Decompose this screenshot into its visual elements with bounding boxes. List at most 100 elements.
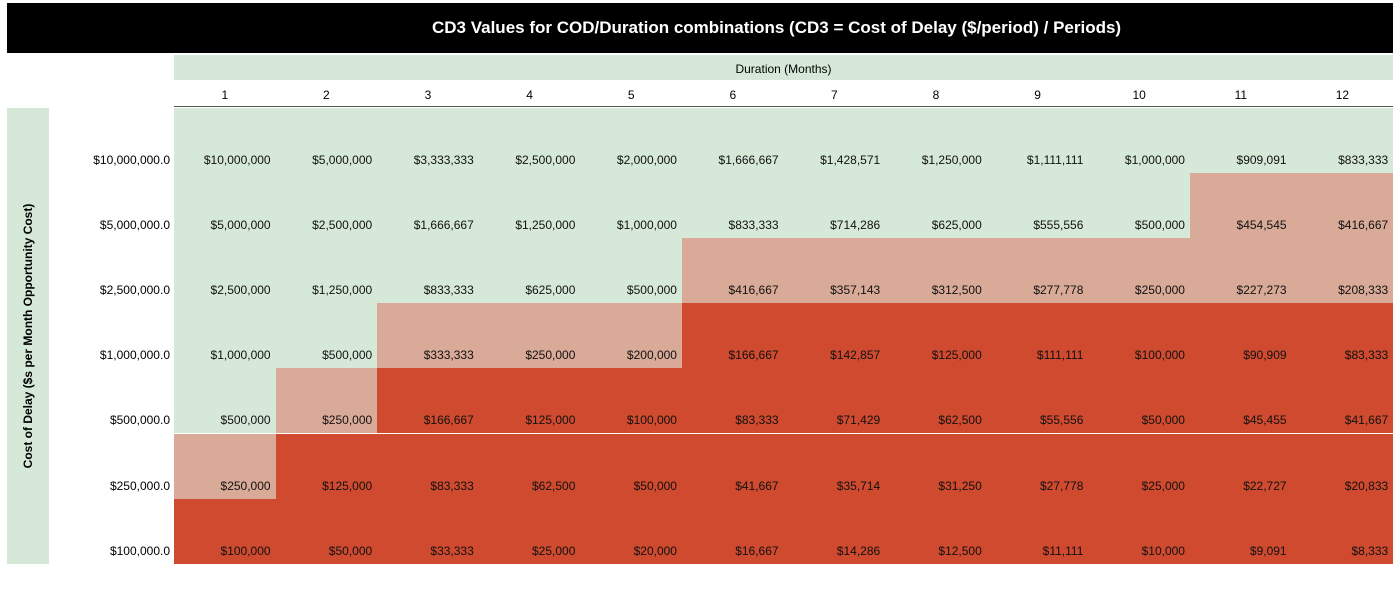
cd3-value-cell: $125,000	[478, 368, 581, 434]
cd3-value-cell: $5,000,000	[174, 173, 276, 239]
cd3-value-cell: $1,250,000	[885, 108, 987, 174]
cd3-value-cell: $20,000	[580, 498, 682, 564]
cd3-value-cell: $2,000,000	[580, 108, 682, 174]
cd3-value-cell: $1,250,000	[275, 238, 378, 304]
cost-of-delay-axis-title: Cost of Delay ($s per Month Opportunity …	[21, 203, 35, 469]
page-title: CD3 Values for COD/Duration combinations…	[432, 18, 1122, 37]
cd3-value-cell: $25,000	[478, 498, 581, 564]
cd3-value-cell: $16,667	[682, 498, 784, 564]
cd3-value-cell: $62,500	[885, 368, 987, 434]
cd3-value-cell: $714,286	[783, 173, 886, 239]
cd3-value-cell: $41,667	[1291, 368, 1394, 434]
cd3-value-cell: $10,000,000	[174, 108, 276, 174]
cd3-value-cell: $50,000	[580, 433, 682, 499]
cost-of-delay-row-label: $10,000,000.0	[93, 153, 170, 167]
cd3-value-cell: $416,667	[682, 238, 784, 304]
duration-header-cell: 7	[831, 88, 838, 102]
cd3-value-cell: $100,000	[580, 368, 682, 434]
cost-of-delay-axis-band: Cost of Delay ($s per Month Opportunity …	[7, 108, 49, 564]
cd3-value-cell: $33,333	[377, 498, 479, 564]
cd3-value-cell: $1,666,667	[377, 173, 479, 239]
cost-of-delay-row-label: $500,000.0	[109, 413, 170, 428]
cd3-value-cell: $1,666,667	[682, 108, 784, 174]
cd3-value-cell: $8,333	[1291, 498, 1394, 564]
duration-axis-title: Duration (Months)	[174, 55, 1393, 80]
cd3-value-cell: $125,000	[885, 303, 987, 369]
cd3-value-cell: $41,667	[682, 433, 784, 499]
cd3-value-cell: $90,909	[1190, 303, 1292, 369]
cd3-value-cell: $166,667	[377, 368, 479, 434]
cd3-value-cell: $500,000	[275, 303, 378, 369]
cd3-value-cell: $125,000	[275, 433, 378, 499]
cd3-value-cell: $357,143	[783, 238, 886, 304]
cd3-value-cell: $3,333,333	[377, 108, 479, 174]
cd3-value-cell: $625,000	[478, 238, 581, 304]
cd3-value-cell: $500,000	[174, 368, 276, 434]
cd3-value-cell: $12,500	[885, 498, 987, 564]
cd3-value-cell: $5,000,000	[275, 108, 378, 174]
cd3-value-cell: $250,000	[275, 368, 378, 434]
cost-of-delay-row-label: $5,000,000.0	[99, 218, 170, 233]
cost-of-delay-row-label: $250,000.0	[109, 478, 170, 493]
cd3-value-cell: $20,833	[1291, 433, 1394, 499]
cd3-value-cell: $2,500,000	[275, 173, 378, 239]
title-bar: CD3 Values for COD/Duration combinations…	[7, 3, 1393, 53]
cd3-value-cell: $200,000	[580, 303, 682, 369]
cd3-value-cell: $1,000,000	[580, 173, 682, 239]
cd3-value-cell: $833,333	[377, 238, 479, 304]
cd3-value-cell: $833,333	[1291, 108, 1394, 174]
cd3-value-cell: $9,091	[1190, 498, 1292, 564]
cd3-value-cell: $111,111	[986, 303, 1089, 369]
duration-header-cell: 3	[424, 88, 432, 102]
cd3-value-cell: $1,000,000	[1088, 108, 1190, 174]
cd3-value-cell: $27,778	[986, 433, 1089, 499]
cd3-value-cell: $250,000	[1088, 238, 1190, 304]
cd3-value-cell: $250,000	[174, 433, 276, 499]
cd3-value-cell: $100,000	[1088, 303, 1190, 369]
cd3-value-cell: $1,000,000	[174, 303, 276, 369]
cd3-value-cell: $500,000	[580, 238, 682, 304]
cd3-value-cell: $250,000	[478, 303, 581, 369]
cd3-value-cell: $208,333	[1291, 238, 1394, 304]
duration-header-cell: 9	[1034, 88, 1041, 102]
cd3-value-cell: $50,000	[275, 498, 378, 564]
cd3-value-cell: $71,429	[783, 368, 886, 434]
cd3-value-cell: $166,667	[682, 303, 784, 369]
duration-header-cell: 5	[627, 88, 635, 102]
cd3-value-cell: $312,500	[885, 238, 987, 304]
cd3-value-cell: $14,286	[783, 498, 886, 564]
cost-of-delay-row-label: $2,500,000.0	[99, 283, 170, 298]
cd3-value-cell: $142,857	[783, 303, 886, 369]
cd3-value-cell: $83,333	[682, 368, 784, 434]
cd3-value-cell: $277,778	[986, 238, 1089, 304]
cd3-value-cell: $62,500	[478, 433, 581, 499]
cd3-value-cell: $25,000	[1088, 433, 1190, 499]
cd3-value-cell: $416,667	[1291, 173, 1394, 239]
cd3-value-cell: $454,545	[1190, 173, 1292, 239]
cd3-value-cell: $2,500,000	[174, 238, 276, 304]
cd3-value-cell: $909,091	[1190, 108, 1292, 174]
duration-header-cell: 1	[221, 88, 229, 102]
cd3-value-cell: $55,556	[986, 368, 1089, 434]
cd3-value-cell: $2,500,000	[478, 108, 581, 174]
duration-header-cell: 12	[1335, 88, 1350, 102]
cd3-value-cell: $1,428,571	[783, 108, 886, 174]
cost-of-delay-row-label: $1,000,000.0	[99, 348, 170, 363]
duration-header-cell: 8	[932, 88, 940, 102]
cd3-value-cell: $227,273	[1190, 238, 1292, 304]
cd3-value-cell: $35,714	[783, 433, 886, 499]
duration-header-row: 1 2 3 4 5 6 7 8 9 10 11 12	[174, 82, 1393, 107]
duration-header-cell: 10	[1132, 88, 1146, 102]
cd3-value-cell: $50,000	[1088, 368, 1190, 434]
cost-of-delay-row-label: $100,000.0	[109, 543, 170, 558]
cd3-value-cell: $1,111,111	[986, 108, 1089, 174]
cd3-value-cell: $555,556	[986, 173, 1089, 239]
cd3-value-cell: $83,333	[1291, 303, 1394, 369]
cd3-value-cell: $83,333	[377, 433, 479, 499]
duration-header-cell: 6	[729, 88, 737, 102]
cd3-value-cell: $100,000	[174, 498, 276, 564]
duration-header-cell: 2	[323, 88, 330, 102]
cd3-value-cell: $22,727	[1190, 433, 1292, 499]
cd3-value-cell: $1,250,000	[478, 173, 581, 239]
cd3-value-cell: $31,250	[885, 433, 987, 499]
